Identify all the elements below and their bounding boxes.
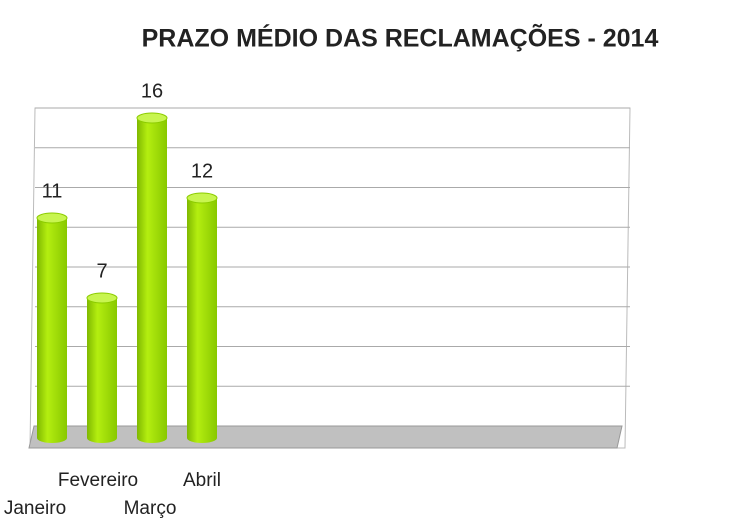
floor <box>28 425 623 449</box>
bar <box>37 213 67 443</box>
value-label: 7 <box>96 260 107 282</box>
bar-cap <box>86 292 118 304</box>
value-label: 12 <box>191 160 213 182</box>
bar-cap <box>136 112 168 124</box>
bar-cap <box>36 212 68 224</box>
x-tick-label: Abril <box>183 470 221 491</box>
bar <box>187 193 217 443</box>
x-tick-label: Março <box>124 498 177 519</box>
chart-title: PRAZO MÉDIO DAS RECLAMAÇÕES - 2014 <box>142 23 659 53</box>
bar <box>87 293 117 443</box>
bar-cap <box>186 192 218 204</box>
x-tick-label: Janeiro <box>4 498 66 519</box>
x-tick-label: Fevereiro <box>58 470 138 491</box>
value-label: 11 <box>42 180 63 202</box>
value-label: 16 <box>141 80 163 102</box>
back-wall <box>29 107 631 449</box>
bar <box>137 113 167 443</box>
